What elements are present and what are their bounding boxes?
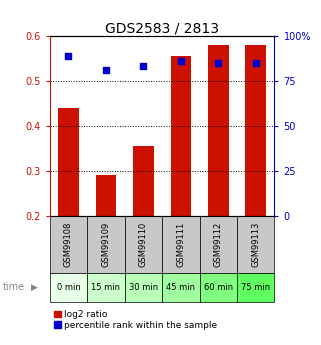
Bar [162, 273, 200, 302]
Bar [50, 273, 87, 302]
Text: GSM99109: GSM99109 [101, 221, 110, 267]
Bar [237, 216, 274, 273]
Text: GSM99110: GSM99110 [139, 221, 148, 267]
Text: GSM99108: GSM99108 [64, 221, 73, 267]
Bar [200, 273, 237, 302]
Text: GSM99111: GSM99111 [176, 221, 185, 267]
Title: GDS2583 / 2813: GDS2583 / 2813 [105, 21, 219, 35]
Bar [208, 45, 229, 216]
Point [103, 67, 108, 72]
Bar [125, 216, 162, 273]
Text: GSM99112: GSM99112 [214, 221, 223, 267]
Bar [96, 175, 116, 216]
Bar [200, 216, 237, 273]
Point [66, 53, 71, 59]
Bar [50, 216, 87, 273]
Text: 0 min: 0 min [56, 283, 80, 292]
Point [216, 60, 221, 66]
Text: 75 min: 75 min [241, 283, 270, 292]
Bar [87, 216, 125, 273]
Bar [58, 108, 79, 216]
Text: 30 min: 30 min [129, 283, 158, 292]
Text: 15 min: 15 min [91, 283, 120, 292]
Point [178, 58, 183, 63]
Bar [246, 45, 266, 216]
Bar [87, 273, 125, 302]
Bar [162, 216, 200, 273]
Point [141, 63, 146, 69]
Text: 45 min: 45 min [166, 283, 195, 292]
Bar [237, 273, 274, 302]
Bar [133, 146, 154, 216]
Bar [125, 273, 162, 302]
Bar [170, 56, 191, 216]
Legend: log2 ratio, percentile rank within the sample: log2 ratio, percentile rank within the s… [54, 310, 217, 329]
Text: 60 min: 60 min [204, 283, 233, 292]
Text: ▶: ▶ [30, 283, 37, 292]
Text: time: time [3, 282, 25, 292]
Text: GSM99113: GSM99113 [251, 221, 260, 267]
Point [253, 60, 258, 66]
